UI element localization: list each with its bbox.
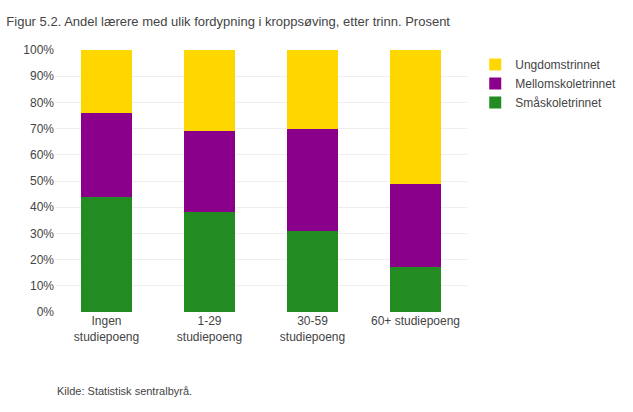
svg-text:Figur 5.2. Andel lærere med ul: Figur 5.2. Andel lærere med ulik fordypn… xyxy=(6,14,450,29)
svg-text:20%: 20% xyxy=(30,253,54,267)
svg-text:0%: 0% xyxy=(37,305,55,319)
svg-text:40%: 40% xyxy=(30,200,54,214)
svg-text:Småskoletrinnet: Småskoletrinnet xyxy=(515,96,602,110)
svg-text:10%: 10% xyxy=(30,279,54,293)
svg-text:50%: 50% xyxy=(30,174,54,188)
svg-text:90%: 90% xyxy=(30,69,54,83)
svg-text:1-29studiepoeng: 1-29studiepoeng xyxy=(177,314,242,344)
svg-text:100%: 100% xyxy=(23,43,54,57)
svg-text:70%: 70% xyxy=(30,122,54,136)
svg-text:Ungdomstrinnet: Ungdomstrinnet xyxy=(515,58,600,72)
svg-text:30-59studiepoeng: 30-59studiepoeng xyxy=(280,314,345,344)
svg-text:Kilde: Statistisk sentralbyrå.: Kilde: Statistisk sentralbyrå. xyxy=(57,385,192,397)
svg-text:30%: 30% xyxy=(30,227,54,241)
svg-text:Mellomskoletrinnet: Mellomskoletrinnet xyxy=(515,77,616,91)
svg-text:60%: 60% xyxy=(30,148,54,162)
svg-text:80%: 80% xyxy=(30,96,54,110)
svg-text:60+ studiepoeng: 60+ studiepoeng xyxy=(371,314,460,328)
svg-text:Ingenstudiepoeng: Ingenstudiepoeng xyxy=(74,314,139,344)
